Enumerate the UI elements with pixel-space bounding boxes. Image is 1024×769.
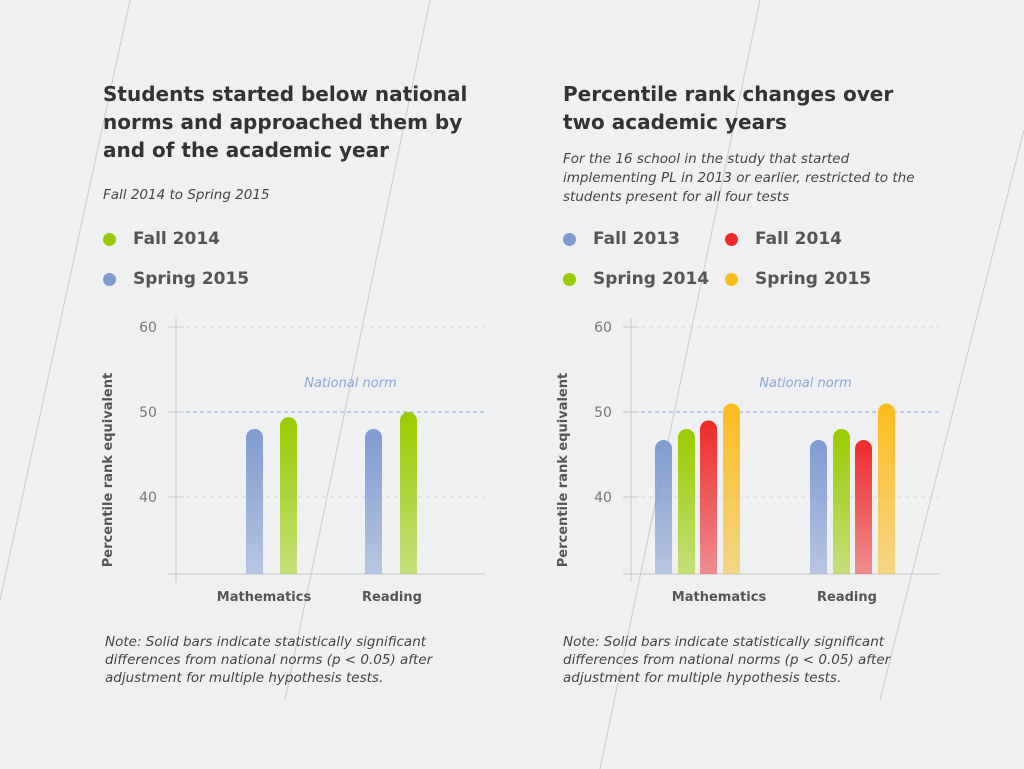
bar [655,440,672,574]
right-panel: Percentile rank changes over two academi… [563,80,933,207]
bar [246,429,263,574]
bar [810,440,827,574]
x-tick-label: Reading [362,590,422,605]
bar [678,429,695,574]
legend-label: Spring 2015 [755,269,872,289]
legend-swatch [563,272,576,286]
legend-item: Spring 2014 [563,269,709,289]
chart-title: Students started below national norms an… [103,82,468,162]
x-tick-label: Reading [817,590,877,605]
legend-swatch [563,232,576,246]
y-tick-label: 60 [139,320,157,336]
legend-swatch [103,232,116,246]
legend-item: Spring 2015 [725,269,871,289]
y-tick-label: 50 [594,405,612,421]
chart-title: Percentile rank changes over two academi… [563,82,894,134]
legend-label: Spring 2015 [133,269,250,289]
legend-item: Fall 2014 [725,229,842,249]
x-tick-label: Mathematics [217,590,312,605]
legend-item: Fall 2013 [563,229,680,249]
legend-label: Spring 2014 [593,269,710,289]
bar [833,429,850,574]
national-norm-label: National norm [759,376,852,391]
legend-item: Spring 2015 [103,269,249,289]
x-tick-label: Mathematics [672,590,767,605]
bar [700,420,717,574]
legend-label: Fall 2013 [593,229,680,249]
y-tick-label: 60 [594,320,612,336]
bar [723,403,740,574]
legend-swatch [725,232,738,246]
legend-label: Fall 2014 [755,229,842,249]
y-axis-label: Percentile rank equivalent [556,373,571,567]
y-axis-label: Percentile rank equivalent [101,373,116,567]
bar [365,429,382,574]
bar [855,440,872,574]
national-norm-label: National norm [304,376,397,391]
chart-note: Note: Solid bars indicate statistically … [563,634,891,686]
legend-swatch [103,272,116,286]
chart-note: Note: Solid bars indicate statistically … [105,634,433,686]
legend-item: Fall 2014 [103,229,220,249]
left-panel: Students started below national norms an… [103,80,503,205]
chart-subtitle: Fall 2014 to Spring 2015 [103,187,270,203]
y-tick-label: 50 [139,405,157,421]
y-tick-label: 40 [139,490,157,506]
y-tick-label: 40 [594,490,612,506]
bar [400,412,417,574]
bar [878,403,895,574]
legend-label: Fall 2014 [133,229,220,249]
legend-swatch [725,272,738,286]
bar [280,417,297,574]
chart-subtitle: For the 16 school in the study that star… [563,151,915,205]
